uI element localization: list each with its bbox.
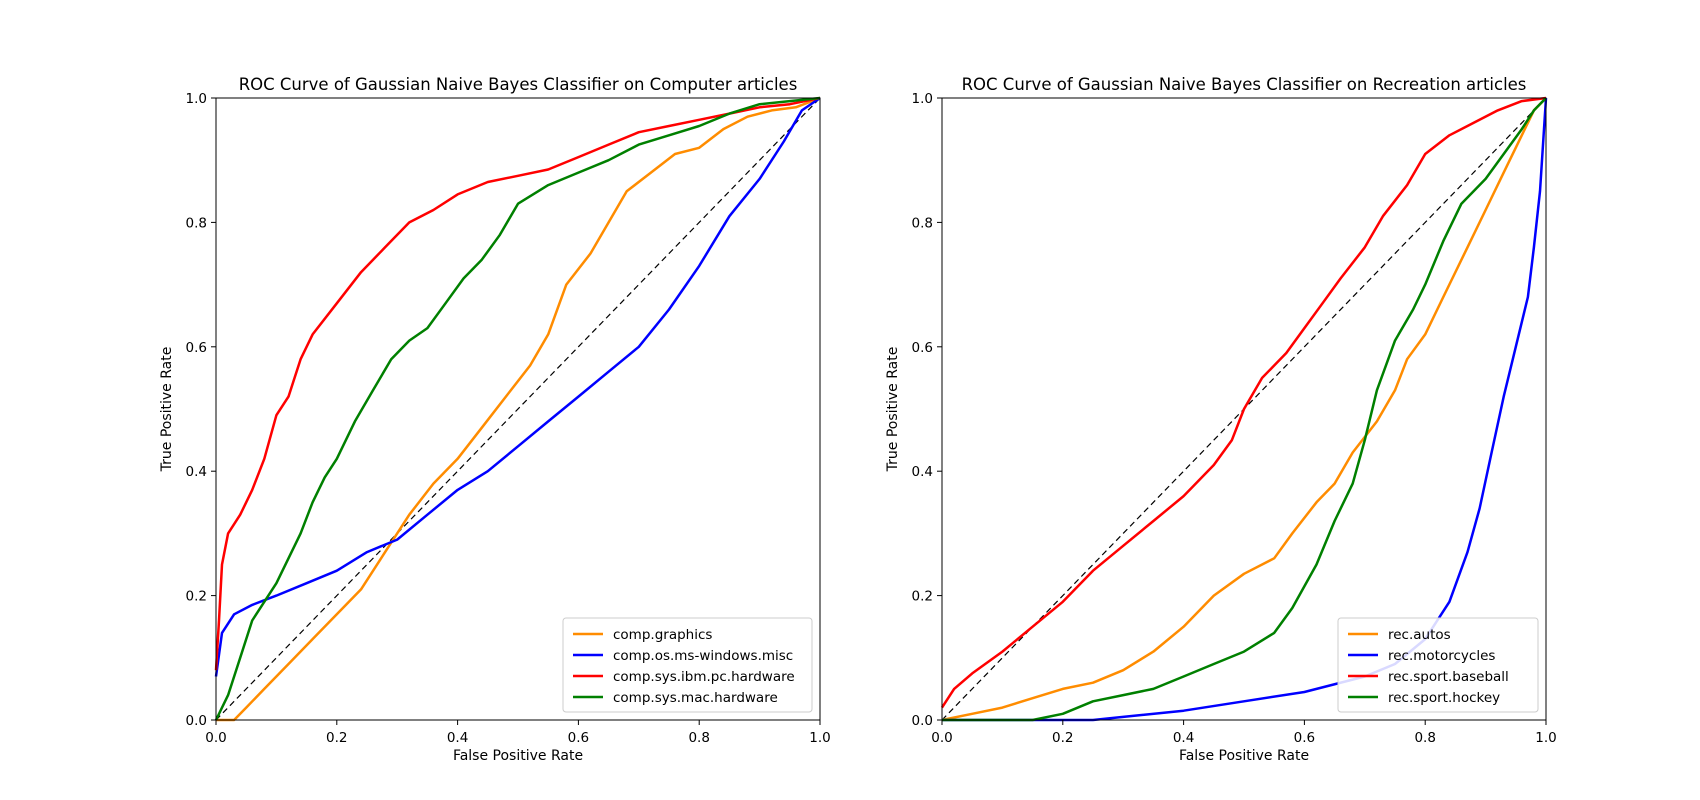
legend-box bbox=[1337, 617, 1539, 713]
series-line-comp.os.ms-windows.misc bbox=[214, 96, 821, 677]
chart-title: ROC Curve of Gaussian Naive Bayes Classi… bbox=[239, 75, 798, 94]
x-tick-label: 0.0 bbox=[205, 730, 226, 746]
chart-title: ROC Curve of Gaussian Naive Bayes Classi… bbox=[962, 75, 1527, 94]
y-tick-label: 0.8 bbox=[912, 215, 933, 231]
legend-label: rec.sport.hockey bbox=[1388, 690, 1500, 706]
x-tick-label: 0.4 bbox=[1173, 730, 1194, 746]
y-tick-label: 0.4 bbox=[186, 464, 207, 480]
x-tick-label: 0.2 bbox=[326, 730, 347, 746]
y-tick-label: 0.8 bbox=[186, 215, 207, 231]
series-line-comp.sys.mac.hardware bbox=[214, 96, 821, 721]
legend-label: comp.sys.mac.hardware bbox=[613, 690, 778, 706]
x-axis-label: False Positive Rate bbox=[453, 748, 583, 764]
series-line-rec.autos bbox=[941, 97, 1547, 722]
legend-label: comp.os.ms-windows.misc bbox=[613, 648, 793, 664]
legend-label: comp.sys.ibm.pc.hardware bbox=[613, 669, 795, 685]
legend: comp.graphics comp.os.ms-windows.misc comp… bbox=[562, 617, 813, 713]
legend-label: comp.graphics bbox=[613, 627, 712, 643]
x-tick-label: 0.6 bbox=[568, 730, 589, 746]
x-tick-label: 0.2 bbox=[1052, 730, 1073, 746]
legend-label: rec.sport.baseball bbox=[1388, 669, 1509, 685]
y-tick-label: 0.6 bbox=[186, 340, 207, 356]
y-tick-label: 0.0 bbox=[912, 713, 933, 729]
y-tick-label: 1.0 bbox=[912, 91, 933, 107]
y-tick-label: 0.2 bbox=[912, 589, 933, 605]
legend: rec.autos rec.motorcycles rec.sport.baseba… bbox=[1337, 617, 1539, 713]
x-tick-label: 1.0 bbox=[809, 730, 830, 746]
x-tick-label: 0.8 bbox=[1414, 730, 1435, 746]
plot-frame bbox=[215, 97, 821, 721]
x-tick-label: 0.0 bbox=[931, 730, 952, 746]
chart-panel-2: ROC Curve of Gaussian Naive Bayes Classi… bbox=[885, 75, 1557, 764]
x-tick-label: 0.6 bbox=[1294, 730, 1315, 746]
x-axis-label: False Positive Rate bbox=[1179, 748, 1309, 764]
series-line-comp.sys.ibm.pc.hardware bbox=[214, 96, 821, 671]
legend-box bbox=[562, 617, 813, 713]
y-tick-label: 1.0 bbox=[186, 91, 207, 107]
series-line-rec.sport.baseball bbox=[940, 96, 1547, 709]
y-tick-label: 0.6 bbox=[912, 340, 933, 356]
x-tick-label: 0.4 bbox=[447, 730, 468, 746]
chart-panel-1: ROC Curve of Gaussian Naive Bayes Classi… bbox=[159, 75, 831, 764]
plot-frame bbox=[941, 97, 1547, 721]
diagonal-reference-line bbox=[215, 97, 821, 721]
y-tick-label: 0.2 bbox=[186, 589, 207, 605]
series-line-rec.sport.hockey bbox=[942, 97, 1547, 722]
y-axis-label: True Positive Rate bbox=[885, 347, 901, 473]
series-line-comp.graphics bbox=[216, 96, 821, 722]
x-tick-label: 1.0 bbox=[1535, 730, 1556, 746]
legend-label: rec.motorcycles bbox=[1388, 648, 1495, 664]
legend-label: rec.autos bbox=[1388, 627, 1451, 643]
y-tick-label: 0.0 bbox=[186, 713, 207, 729]
y-tick-label: 0.4 bbox=[912, 464, 933, 480]
y-axis-label: True Positive Rate bbox=[159, 347, 175, 473]
series-line-rec.motorcycles bbox=[942, 97, 1548, 722]
x-tick-label: 0.8 bbox=[688, 730, 709, 746]
